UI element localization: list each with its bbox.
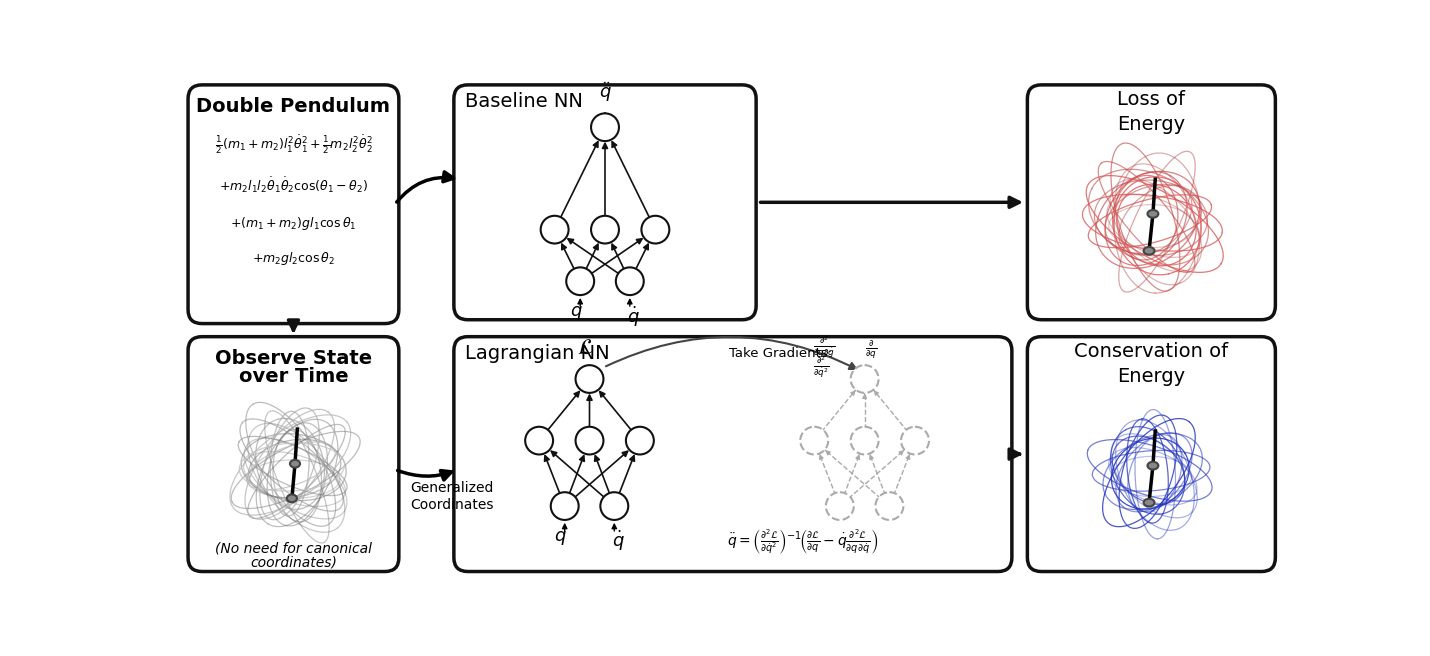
Text: $\mathcal{L}$: $\mathcal{L}$ [578, 337, 593, 358]
Text: (No need for canonical: (No need for canonical [214, 541, 372, 556]
Circle shape [827, 492, 854, 520]
Ellipse shape [290, 460, 300, 468]
Circle shape [551, 492, 579, 520]
Text: $q$: $q$ [555, 529, 568, 547]
Text: $+m_2 l_1 l_2 \dot{\theta}_1\dot{\theta}_2\cos(\theta_1-\theta_2)$: $+m_2 l_1 l_2 \dot{\theta}_1\dot{\theta}… [219, 175, 368, 195]
Circle shape [575, 427, 603, 455]
Text: over Time: over Time [239, 367, 349, 386]
Ellipse shape [1147, 210, 1158, 218]
Circle shape [875, 492, 904, 520]
FancyBboxPatch shape [1027, 85, 1276, 319]
FancyBboxPatch shape [453, 337, 1012, 571]
Ellipse shape [287, 495, 297, 502]
Text: $\ddot{q}$: $\ddot{q}$ [599, 81, 612, 104]
Circle shape [851, 365, 878, 393]
Text: Conservation of
Energy: Conservation of Energy [1074, 342, 1228, 386]
Text: Observe State: Observe State [214, 349, 372, 368]
Text: Double Pendulum: Double Pendulum [196, 97, 390, 116]
FancyBboxPatch shape [453, 85, 756, 319]
Text: $\frac{1}{2}(m_1+m_2)l_1^2\dot{\theta}_1^2 + \frac{1}{2}m_2 l_2^2\dot{\theta}_2^: $\frac{1}{2}(m_1+m_2)l_1^2\dot{\theta}_1… [214, 134, 372, 156]
Text: Baseline NN: Baseline NN [465, 92, 582, 112]
Ellipse shape [1147, 462, 1158, 470]
FancyBboxPatch shape [189, 337, 399, 571]
Circle shape [801, 427, 828, 455]
Text: $+(m_1+m_2)g l_1\cos\theta_1$: $+(m_1+m_2)g l_1\cos\theta_1$ [230, 215, 356, 232]
Circle shape [591, 216, 619, 243]
FancyBboxPatch shape [1027, 337, 1276, 571]
Text: $\ddot{q} = \left(\frac{\partial^2\mathcal{L}}{\partial\dot{q}^2}\right)^{-1}\!\: $\ddot{q} = \left(\frac{\partial^2\mathc… [726, 527, 878, 556]
Circle shape [642, 216, 669, 243]
Text: Loss of
Energy: Loss of Energy [1117, 90, 1185, 134]
FancyBboxPatch shape [189, 85, 399, 323]
Text: $\frac{\partial^2}{\partial q\partial\dot{q}}$: $\frac{\partial^2}{\partial q\partial\do… [812, 335, 835, 360]
Text: Generalized
Coordinates: Generalized Coordinates [410, 482, 493, 512]
Text: $\dot{q}$: $\dot{q}$ [612, 529, 625, 554]
Ellipse shape [1144, 499, 1154, 506]
Circle shape [541, 216, 569, 243]
Circle shape [626, 427, 654, 455]
Circle shape [601, 492, 628, 520]
Text: $+m_2 g l_2\cos\theta_2$: $+m_2 g l_2\cos\theta_2$ [252, 250, 335, 266]
Text: $\frac{\partial}{\partial q}$: $\frac{\partial}{\partial q}$ [865, 338, 877, 361]
Text: $\dot{q}$: $\dot{q}$ [628, 304, 641, 329]
Text: coordinates): coordinates) [250, 555, 337, 569]
Circle shape [566, 268, 593, 295]
Circle shape [616, 268, 644, 295]
Circle shape [901, 427, 930, 455]
Text: Take Gradients:: Take Gradients: [729, 347, 841, 360]
Circle shape [591, 113, 619, 141]
Ellipse shape [1144, 247, 1154, 255]
Text: $q$: $q$ [571, 304, 582, 322]
Circle shape [851, 427, 878, 455]
Circle shape [575, 365, 603, 393]
Text: $\frac{\partial^2}{\partial \dot{q}^2}$: $\frac{\partial^2}{\partial \dot{q}^2}$ [812, 355, 829, 380]
Text: Lagrangian NN: Lagrangian NN [465, 344, 609, 363]
Circle shape [525, 427, 553, 455]
